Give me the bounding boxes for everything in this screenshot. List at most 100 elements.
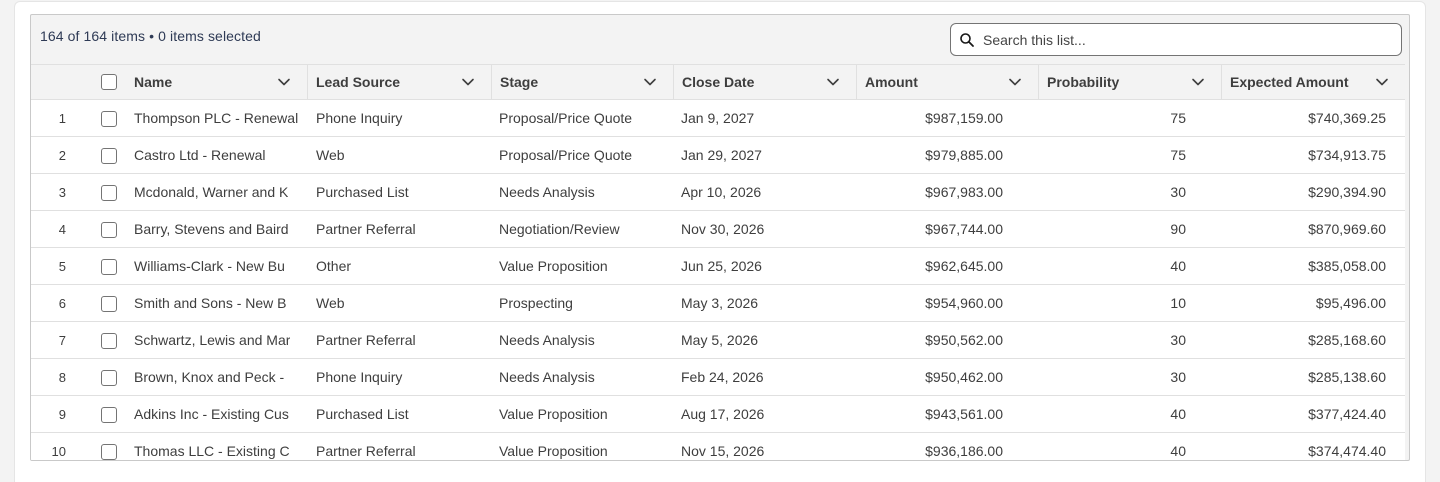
opportunity-name-link[interactable]: Smith and Sons - New B (134, 295, 287, 311)
cell-lead-source: Partner Referral (316, 332, 416, 348)
row-checkbox-cell (97, 100, 129, 136)
cell-expected-amount: $870,969.60 (1308, 221, 1386, 237)
cell-probability: 40 (1170, 406, 1186, 422)
column-header-name[interactable]: Name (129, 65, 308, 99)
cell-name[interactable]: Smith and Sons - New B (129, 285, 308, 321)
row-checkbox[interactable] (101, 296, 117, 312)
row-checkbox[interactable] (101, 111, 117, 127)
cell-name[interactable]: Thomas LLC - Existing C (129, 433, 308, 460)
opportunity-name-link[interactable]: Castro Ltd - Renewal (134, 147, 266, 163)
row-checkbox[interactable] (101, 333, 117, 349)
column-header-close-date[interactable]: Close Date (673, 65, 856, 99)
cell-name[interactable]: Thompson PLC - Renewal (129, 100, 308, 136)
row-checkbox[interactable] (101, 444, 117, 460)
cell-name[interactable]: Barry, Stevens and Baird (129, 211, 308, 247)
opportunity-name-link[interactable]: Thompson PLC - Renewal (134, 110, 299, 126)
row-checkbox[interactable] (101, 148, 117, 164)
cell-stage: Prospecting (499, 295, 573, 311)
cell-expected-amount: $285,168.60 (1308, 332, 1386, 348)
cell-amount: $962,645.00 (925, 258, 1003, 274)
cell-name[interactable]: Adkins Inc - Existing Cus (129, 396, 308, 432)
column-header-label: Lead Source (316, 74, 401, 90)
column-header-label: Close Date (682, 74, 755, 90)
column-header-expected-amount[interactable]: Expected Amount (1221, 65, 1405, 99)
opportunity-name-link[interactable]: Barry, Stevens and Baird (134, 221, 289, 237)
cell-close-date: Jan 29, 2027 (681, 147, 762, 163)
chevron-down-icon[interactable] (1008, 75, 1022, 89)
cell-close-date: Nov 30, 2026 (681, 221, 765, 237)
row-checkbox[interactable] (101, 185, 117, 201)
table-row[interactable]: 9 Adkins Inc - Existing Cus Purchased Li… (31, 396, 1405, 433)
cell-expected-amount: $377,424.40 (1308, 406, 1386, 422)
row-checkbox-cell (97, 433, 129, 460)
column-header-lead-source[interactable]: Lead Source (308, 65, 491, 99)
row-checkbox[interactable] (101, 370, 117, 386)
opportunity-name-link[interactable]: Schwartz, Lewis and Mar (134, 332, 291, 348)
cell-probability: 40 (1170, 258, 1186, 274)
cell-close-date: Jun 25, 2026 (681, 258, 762, 274)
table-row[interactable]: 5 Williams-Clark - New Bu Other Value Pr… (31, 248, 1405, 285)
cell-name[interactable]: Brown, Knox and Peck - (129, 359, 308, 395)
chevron-down-icon[interactable] (826, 75, 840, 89)
row-number: 9 (58, 406, 66, 422)
cell-amount: $979,885.00 (925, 147, 1003, 163)
column-header-amount[interactable]: Amount (856, 65, 1038, 99)
cell-stage: Proposal/Price Quote (499, 110, 633, 126)
search-box[interactable] (950, 23, 1402, 56)
opportunity-name-link[interactable]: Mcdonald, Warner and K (134, 184, 289, 200)
cell-expected-amount: $374,474.40 (1308, 443, 1386, 459)
column-header-label: Name (134, 74, 173, 90)
row-number: 5 (58, 258, 66, 274)
cell-expected-amount: $385,058.00 (1308, 258, 1386, 274)
row-checkbox[interactable] (101, 222, 117, 238)
cell-probability: 75 (1170, 147, 1186, 163)
cell-lead-source: Web (316, 295, 345, 311)
column-header-stage[interactable]: Stage (491, 65, 673, 99)
opportunity-name-link[interactable]: Adkins Inc - Existing Cus (134, 406, 289, 422)
cell-lead-source: Partner Referral (316, 221, 416, 237)
row-checkbox-cell (97, 359, 129, 395)
table-row[interactable]: 3 Mcdonald, Warner and K Purchased List … (31, 174, 1405, 211)
cell-name[interactable]: Castro Ltd - Renewal (129, 137, 308, 173)
row-checkbox[interactable] (101, 259, 117, 275)
cell-close-date: Aug 17, 2026 (681, 406, 765, 422)
row-checkbox-cell (97, 211, 129, 247)
cell-stage: Value Proposition (499, 258, 608, 274)
column-header-probability[interactable]: Probability (1038, 65, 1221, 99)
cell-name[interactable]: Williams-Clark - New Bu (129, 248, 308, 284)
row-checkbox[interactable] (101, 407, 117, 423)
table-row[interactable]: 6 Smith and Sons - New B Web Prospecting… (31, 285, 1405, 322)
table-row[interactable]: 4 Barry, Stevens and Baird Partner Refer… (31, 211, 1405, 248)
chevron-down-icon[interactable] (1191, 75, 1205, 89)
cell-lead-source: Partner Referral (316, 443, 416, 459)
column-header-label: Stage (500, 74, 539, 90)
select-all-checkbox[interactable] (101, 74, 117, 90)
row-checkbox-cell (97, 137, 129, 173)
opportunity-name-link[interactable]: Thomas LLC - Existing C (134, 443, 290, 459)
chevron-down-icon[interactable] (277, 75, 291, 89)
opportunity-name-link[interactable]: Williams-Clark - New Bu (134, 258, 285, 274)
row-checkbox-cell (97, 174, 129, 210)
row-number: 4 (58, 221, 66, 237)
cell-close-date: May 5, 2026 (681, 332, 759, 348)
table-row[interactable]: 7 Schwartz, Lewis and Mar Partner Referr… (31, 322, 1405, 359)
cell-name[interactable]: Schwartz, Lewis and Mar (129, 322, 308, 358)
search-input[interactable] (983, 28, 1393, 52)
table-row[interactable]: 2 Castro Ltd - Renewal Web Proposal/Pric… (31, 137, 1405, 174)
table-row[interactable]: 8 Brown, Knox and Peck - Phone Inquiry N… (31, 359, 1405, 396)
opportunity-name-link[interactable]: Brown, Knox and Peck - (134, 369, 285, 385)
cell-lead-source: Web (316, 147, 345, 163)
cell-amount: $936,186.00 (925, 443, 1003, 459)
table-row[interactable]: 10 Thomas LLC - Existing C Partner Refer… (31, 433, 1405, 460)
cell-name[interactable]: Mcdonald, Warner and K (129, 174, 308, 210)
chevron-down-icon[interactable] (1375, 75, 1389, 89)
cell-close-date: Feb 24, 2026 (681, 369, 764, 385)
cell-lead-source: Purchased List (316, 184, 409, 200)
row-number: 1 (58, 110, 66, 126)
cell-probability: 30 (1170, 369, 1186, 385)
row-number: 2 (58, 147, 66, 163)
chevron-down-icon[interactable] (461, 75, 475, 89)
list-view-panel: 164 of 164 items•0 items selected Name L… (30, 14, 1410, 461)
chevron-down-icon[interactable] (643, 75, 657, 89)
table-row[interactable]: 1 Thompson PLC - Renewal Phone Inquiry P… (31, 100, 1405, 137)
